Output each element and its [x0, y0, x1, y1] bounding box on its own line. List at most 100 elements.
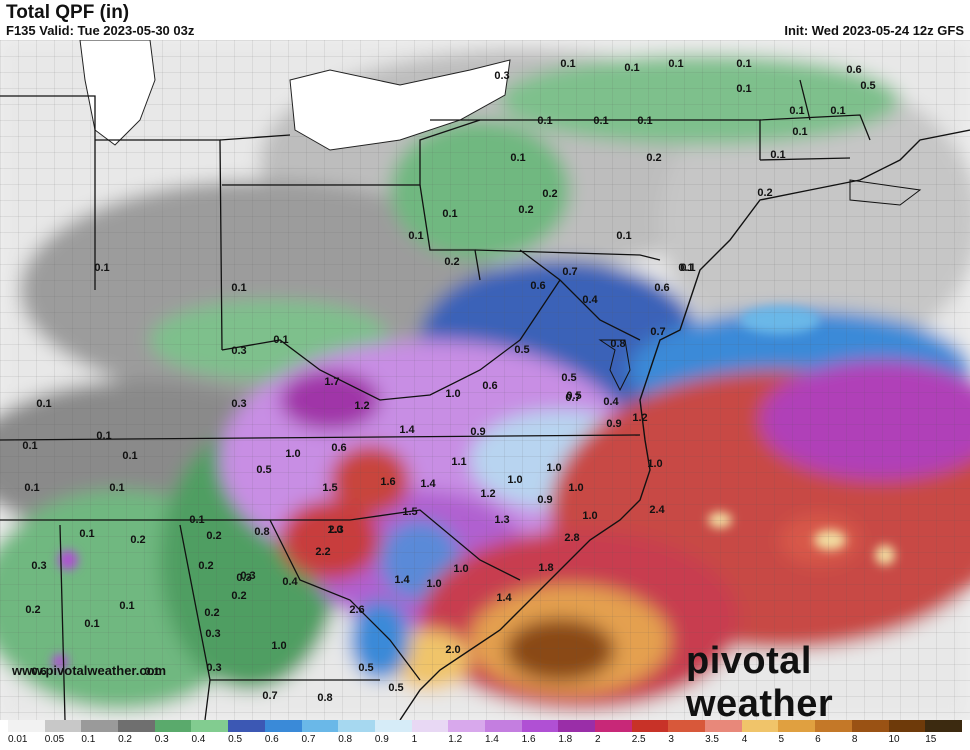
color-scale-label: 0.5: [228, 734, 243, 745]
site-url[interactable]: www.pivotalweather.com: [12, 663, 167, 678]
init-time: Init: Wed 2023-05-24 12z GFS: [784, 23, 964, 38]
qpf-value-label: 1.3: [494, 514, 510, 526]
qpf-value-label: 0.4: [282, 576, 298, 588]
color-scale-label: 0.7: [301, 734, 316, 745]
header: Total QPF (in) F135 Valid: Tue 2023-05-3…: [0, 0, 970, 40]
qpf-value-label: 1.0: [546, 462, 562, 474]
color-scale-swatch: [778, 720, 816, 732]
color-scale-swatch: [631, 720, 669, 732]
qpf-value-label: 1.5: [322, 482, 338, 494]
color-scale-swatch: [484, 720, 522, 732]
qpf-value-label: 2.8: [564, 532, 580, 544]
qpf-value-label: 1.0: [582, 510, 598, 522]
qpf-value-label: 1.1: [451, 456, 467, 468]
long-island: [849, 179, 922, 206]
qpf-value-label: 0.7: [565, 392, 581, 404]
qpf-value-label: 2.2: [315, 546, 331, 558]
qpf-value-label: 0.6: [846, 64, 862, 76]
color-scale-swatch: [411, 720, 449, 732]
qpf-value-label: 0.2: [130, 534, 146, 546]
qpf-value-label: 0.2: [25, 604, 41, 616]
qpf-value-label: 0.2: [231, 590, 247, 602]
color-scale-swatch: [925, 720, 962, 732]
color-scale-swatch: [44, 720, 82, 732]
qpf-value-label: 0.3: [31, 560, 47, 572]
qpf-value-label: 2.0: [445, 644, 461, 656]
color-scale-label: 0.3: [154, 734, 169, 745]
color-scale-label: 0.05: [44, 734, 65, 745]
qpf-value-label: 1.2: [632, 412, 648, 424]
coastline: [399, 129, 970, 720]
color-scale-swatch: [558, 720, 595, 732]
precipitation-map[interactable]: 0.1 0.1 0.1 0.1 0.6 0.3 0.1 0.5 0.1 0.1 0.1 0.1 0.1 0…: [0, 40, 970, 720]
qpf-value-label: 0.1: [678, 262, 694, 274]
qpf-value-label: 0.1: [84, 618, 100, 630]
color-scale-label: 6: [815, 734, 821, 745]
qpf-value-label: 0.1: [442, 208, 458, 220]
color-scale-label: 1.8: [558, 734, 573, 745]
qpf-value-label: 0.1: [830, 105, 846, 117]
qpf-value-label: 0.1: [616, 230, 632, 242]
qpf-value-label: 1.4: [496, 592, 512, 604]
qpf-value-label: 0.3: [206, 662, 222, 674]
qpf-value-label: 1.2: [354, 400, 370, 412]
state-borders: [0, 79, 871, 720]
color-scale-swatch: [521, 720, 559, 732]
color-scale-label: 0.8: [338, 734, 353, 745]
qpf-value-label: 0.2: [757, 187, 773, 199]
qpf-value-label: 1.5: [402, 506, 418, 518]
qpf-value-label: 0.8: [317, 692, 333, 704]
qpf-value-label: 0.1: [36, 398, 52, 410]
color-scale-bar: [8, 720, 962, 732]
qpf-value-label: 0.1: [637, 115, 653, 127]
color-scale-swatch: [705, 720, 742, 732]
color-scale-label: 8: [851, 734, 858, 745]
qpf-value-label: 2.6: [349, 604, 365, 616]
qpf-value-label: 0.5: [860, 80, 876, 92]
qpf-value-label: 2.3: [328, 524, 344, 536]
color-scale-label: 10: [888, 734, 900, 745]
qpf-value-label: 0.7: [562, 266, 578, 278]
color-scale-label: 0.6: [264, 734, 279, 745]
qpf-value-label: 0.6: [331, 442, 347, 454]
color-scale-label: 1.4: [484, 734, 499, 745]
qpf-value-label: 0.1: [22, 440, 38, 452]
color-scale-label: 0.4: [191, 734, 206, 745]
qpf-value-label: 0.3: [494, 70, 510, 82]
color-scale-label: 2: [595, 734, 601, 745]
qpf-value-label: 0.1: [408, 230, 424, 242]
qpf-value-label: 0.2: [444, 256, 460, 268]
qpf-value-label: 1.2: [480, 488, 496, 500]
qpf-value-label: 1.0: [453, 563, 469, 575]
color-scale-ticks: 0.01 0.05 0.1 0.2 0.3 0.4 0.5 0.6 0.7 0.8 0.9 1 1.2 1…: [8, 734, 962, 748]
qpf-value-label: 1.7: [324, 376, 340, 388]
qpf-value-label: 0.3: [231, 398, 247, 410]
qpf-value-label: 0.8: [254, 526, 270, 538]
qpf-value-label: 0.2: [646, 152, 662, 164]
qpf-value-label: 0.9: [606, 418, 622, 430]
qpf-value-label: 0.1: [668, 58, 684, 70]
color-scale-label: 4: [741, 734, 748, 745]
qpf-value-label: 1.0: [507, 474, 523, 486]
lake-erie: [289, 59, 511, 151]
qpf-value-label: 0.2: [518, 204, 534, 216]
color-scale-swatch: [301, 720, 339, 732]
valid-time: F135 Valid: Tue 2023-05-30 03z: [6, 23, 195, 38]
color-scale-label: 0.9: [374, 734, 389, 745]
color-scale-swatch: [448, 720, 485, 732]
qpf-value-label: 0.9: [537, 494, 553, 506]
qpf-value-label: 0.9: [470, 426, 486, 438]
qpf-value-label: 0.1: [537, 115, 553, 127]
qpf-value-label: 1.4: [399, 424, 415, 436]
qpf-value-label: 0.5: [358, 662, 374, 674]
qpf-value-label: 0.5: [561, 372, 577, 384]
color-scale-label: 0.01: [8, 734, 28, 745]
color-scale-label: 1: [411, 734, 418, 745]
qpf-value-label: 1.0: [426, 578, 442, 590]
qpf-value-label: 0.1: [273, 334, 289, 346]
color-scale-swatch: [741, 720, 779, 732]
qpf-value-label: 0.1: [79, 528, 95, 540]
qpf-value-label: 0.3: [240, 570, 256, 582]
color-scale-swatch: [815, 720, 852, 732]
qpf-value-label: 0.6: [482, 380, 498, 392]
